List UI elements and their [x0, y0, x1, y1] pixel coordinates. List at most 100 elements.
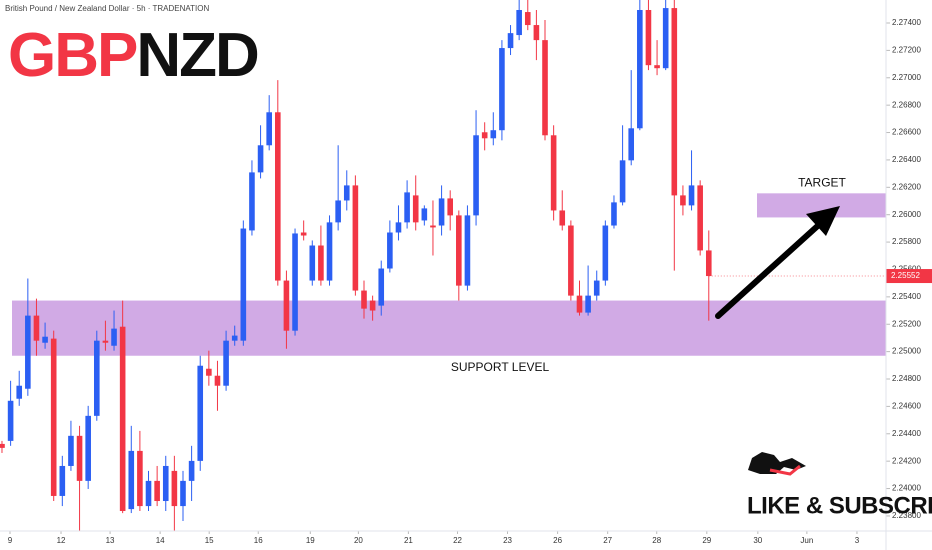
y-tick-label: 2.24800	[892, 374, 921, 383]
y-tick-label: 2.25400	[892, 292, 921, 301]
x-tick-label: 29	[702, 536, 711, 545]
candle-body	[645, 9, 652, 66]
candle-body	[369, 300, 376, 311]
candle-body	[223, 340, 229, 386]
candle-body	[559, 210, 566, 226]
candle-body	[257, 145, 264, 173]
zone-label: TARGET	[798, 176, 846, 190]
candle-body	[464, 215, 471, 286]
candle-body	[637, 9, 643, 129]
x-tick-label: 22	[453, 536, 462, 545]
candle-body	[499, 48, 505, 131]
candle-body	[438, 198, 445, 226]
candle-body	[473, 135, 479, 216]
candle-body	[671, 8, 678, 196]
candle-body	[490, 130, 497, 139]
y-tick-label: 2.25000	[892, 347, 921, 356]
candle-body	[680, 195, 686, 206]
y-tick-label: 2.24600	[892, 402, 921, 411]
y-tick-label: 2.24200	[892, 456, 921, 465]
candle-body	[593, 280, 600, 296]
symbol-part2: NZD	[136, 21, 258, 90]
x-tick-label: 13	[106, 536, 115, 545]
y-tick-label: 2.25800	[892, 237, 921, 246]
candle-body	[507, 33, 514, 49]
x-tick-label: 15	[205, 536, 214, 545]
candle-body	[171, 470, 178, 507]
x-tick-label: 26	[553, 536, 562, 545]
candle-body	[16, 385, 23, 399]
candle-body	[456, 215, 462, 286]
x-tick-label: 20	[354, 536, 363, 545]
target-arrow	[715, 206, 840, 319]
candle-body	[7, 400, 14, 441]
candle-body	[602, 225, 609, 281]
symbol-part1: GBP	[8, 21, 137, 90]
candle-body	[628, 128, 635, 161]
x-tick-label: 9	[8, 536, 13, 545]
x-tick-label: 14	[156, 536, 165, 545]
candle-body	[68, 435, 74, 466]
y-tick-label: 2.23800	[892, 511, 921, 520]
y-tick-label: 2.24400	[892, 429, 921, 438]
x-tick-label: 28	[652, 536, 661, 545]
candle-body	[524, 12, 531, 26]
candle-body	[516, 9, 522, 36]
candle-body	[430, 225, 436, 228]
candle-body	[206, 368, 212, 376]
zones: SUPPORT LEVEL TARGET	[12, 176, 886, 374]
candle-body	[309, 245, 316, 281]
candle-body	[154, 480, 160, 502]
candle-body	[395, 222, 402, 233]
x-tick-label: 16	[254, 536, 263, 545]
candle-body	[481, 132, 488, 139]
candle-body	[111, 328, 117, 346]
candle-body	[421, 208, 428, 221]
x-tick-label: 27	[603, 536, 612, 545]
candle-body	[59, 465, 66, 496]
candle-body	[85, 415, 91, 481]
candle-body	[662, 8, 669, 69]
symbol: GBPNZD	[8, 21, 258, 90]
last-price-label: 2.25552	[891, 271, 920, 280]
candle-body	[180, 480, 186, 507]
candle-body	[249, 172, 255, 231]
candle-body	[50, 338, 57, 496]
logo	[748, 452, 806, 476]
candle-body	[550, 135, 557, 211]
chart-title: British Pound / New Zealand Dollar · 5h …	[5, 4, 209, 13]
x-tick-label: 3	[855, 536, 860, 545]
candle-body	[0, 443, 5, 448]
candle-body	[326, 222, 333, 281]
y-tick-label: 2.26800	[892, 100, 921, 109]
candle-body	[568, 225, 574, 296]
candle-body	[542, 40, 548, 136]
candle-body	[654, 65, 660, 69]
candle-body	[447, 198, 453, 216]
y-tick-label: 2.25200	[892, 319, 921, 328]
candle-body	[266, 112, 272, 146]
x-tick-label: 23	[503, 536, 512, 545]
candle-body	[137, 450, 143, 507]
candle-body	[688, 185, 695, 206]
x-tick-label: Jun	[800, 536, 813, 545]
candle-body	[102, 340, 109, 343]
candle-body	[611, 202, 617, 226]
y-tick-label: 2.27000	[892, 73, 921, 82]
y-tick-label: 2.26000	[892, 210, 921, 219]
candle-body	[576, 295, 583, 313]
candle-body	[275, 112, 281, 281]
y-tick-label: 2.27400	[892, 18, 921, 27]
candle-body	[76, 435, 83, 481]
cta: LIKE & SUBSCRIBE	[747, 492, 932, 519]
candle-body	[300, 232, 307, 236]
candle-body	[352, 185, 359, 291]
candle-body	[93, 340, 100, 416]
y-tick-label: 2.26200	[892, 182, 921, 191]
candle-body	[619, 160, 626, 203]
candle-body	[387, 232, 393, 269]
candle-body	[188, 460, 195, 481]
candle-body	[412, 195, 419, 223]
